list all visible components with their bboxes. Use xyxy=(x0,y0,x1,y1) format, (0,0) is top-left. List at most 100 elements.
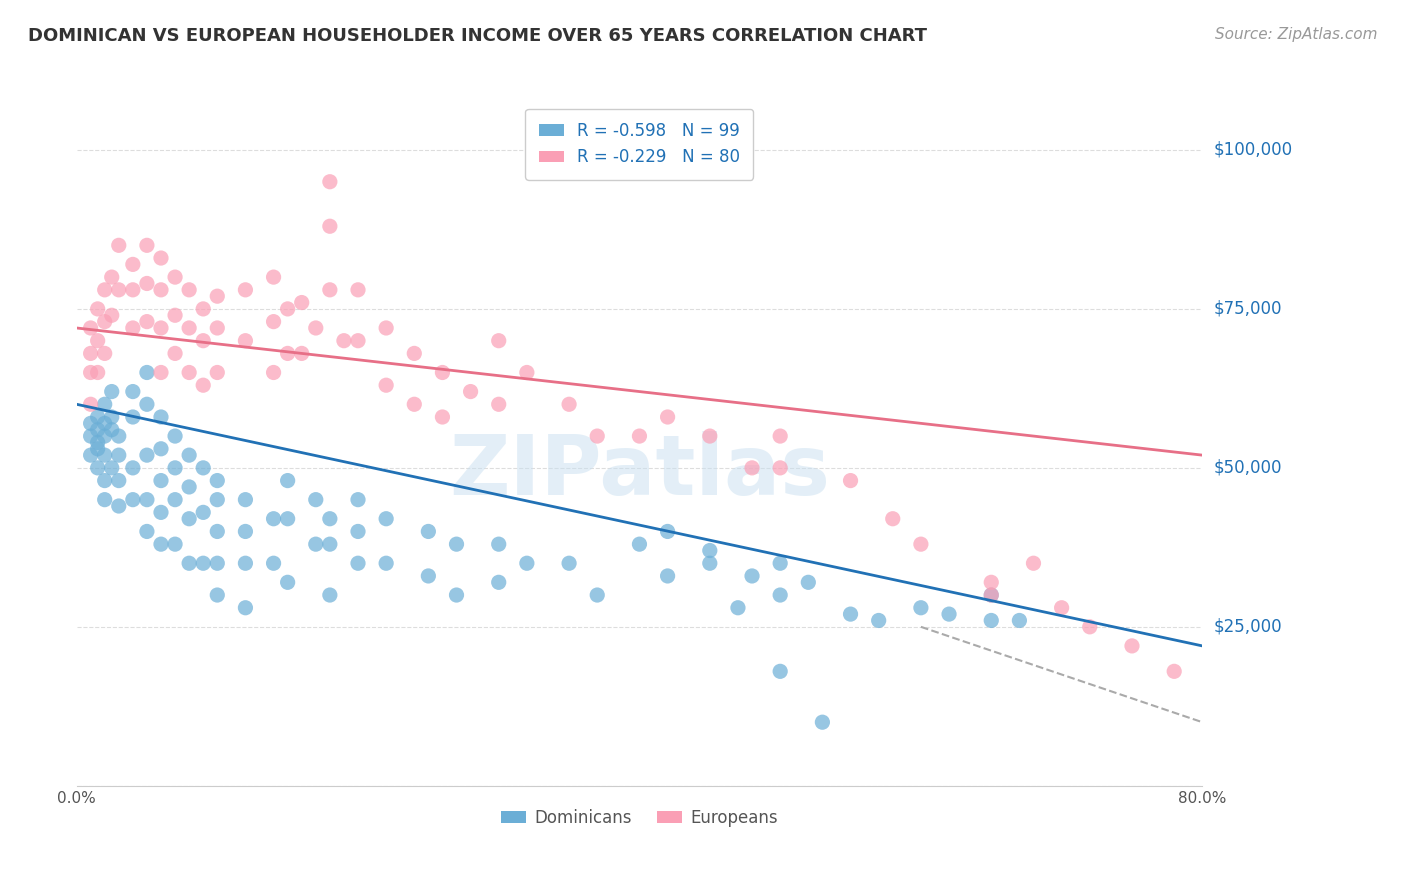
Point xyxy=(699,429,721,443)
Point xyxy=(235,524,257,539)
Point xyxy=(135,238,157,252)
Point xyxy=(179,448,201,462)
Point xyxy=(150,321,173,335)
Point xyxy=(375,321,398,335)
Point xyxy=(135,277,157,291)
Point xyxy=(375,378,398,392)
Point xyxy=(150,442,173,456)
Point xyxy=(432,366,454,380)
Point xyxy=(586,588,609,602)
Point xyxy=(263,556,285,570)
Point xyxy=(263,270,285,285)
Point xyxy=(107,429,129,443)
Point xyxy=(135,397,157,411)
Point xyxy=(235,334,257,348)
Text: $25,000: $25,000 xyxy=(1213,618,1282,636)
Point xyxy=(741,461,763,475)
Point xyxy=(418,569,440,583)
Point xyxy=(100,384,122,399)
Point xyxy=(86,409,108,424)
Point xyxy=(235,492,257,507)
Point xyxy=(586,429,609,443)
Point xyxy=(165,461,187,475)
Point xyxy=(179,321,201,335)
Point xyxy=(347,524,370,539)
Point xyxy=(100,423,122,437)
Point xyxy=(868,614,890,628)
Point xyxy=(418,524,440,539)
Point xyxy=(135,366,157,380)
Point xyxy=(347,334,370,348)
Point xyxy=(93,448,115,462)
Point xyxy=(235,600,257,615)
Point xyxy=(79,429,101,443)
Point xyxy=(207,588,229,602)
Point xyxy=(121,492,143,507)
Point xyxy=(165,537,187,551)
Point xyxy=(165,308,187,322)
Point xyxy=(488,575,510,590)
Point xyxy=(135,524,157,539)
Point xyxy=(121,384,143,399)
Point xyxy=(446,588,468,602)
Point xyxy=(207,366,229,380)
Point xyxy=(79,417,101,431)
Point xyxy=(107,238,129,252)
Point xyxy=(179,512,201,526)
Point xyxy=(193,301,215,316)
Point xyxy=(319,283,342,297)
Point xyxy=(305,492,328,507)
Text: ZIPatlas: ZIPatlas xyxy=(449,431,830,511)
Point xyxy=(980,588,1002,602)
Point xyxy=(488,537,510,551)
Point xyxy=(319,175,342,189)
Point xyxy=(769,665,792,679)
Text: DOMINICAN VS EUROPEAN HOUSEHOLDER INCOME OVER 65 YEARS CORRELATION CHART: DOMINICAN VS EUROPEAN HOUSEHOLDER INCOME… xyxy=(28,27,927,45)
Point xyxy=(938,607,960,621)
Point xyxy=(86,366,108,380)
Point xyxy=(432,409,454,424)
Point xyxy=(207,492,229,507)
Point xyxy=(93,474,115,488)
Point xyxy=(446,537,468,551)
Point xyxy=(93,283,115,297)
Point xyxy=(193,505,215,519)
Point xyxy=(107,448,129,462)
Point xyxy=(277,474,299,488)
Point xyxy=(657,409,679,424)
Point xyxy=(319,219,342,234)
Point xyxy=(305,321,328,335)
Point xyxy=(165,429,187,443)
Point xyxy=(657,524,679,539)
Text: Source: ZipAtlas.com: Source: ZipAtlas.com xyxy=(1215,27,1378,42)
Point xyxy=(404,346,426,360)
Point xyxy=(980,614,1002,628)
Point xyxy=(488,397,510,411)
Point xyxy=(347,283,370,297)
Point xyxy=(121,283,143,297)
Point xyxy=(179,556,201,570)
Point xyxy=(193,556,215,570)
Text: $50,000: $50,000 xyxy=(1213,458,1282,477)
Point xyxy=(86,435,108,450)
Point xyxy=(460,384,482,399)
Point xyxy=(235,556,257,570)
Point xyxy=(1078,620,1101,634)
Point xyxy=(277,575,299,590)
Point xyxy=(165,346,187,360)
Point xyxy=(910,537,932,551)
Point xyxy=(207,556,229,570)
Point xyxy=(107,283,129,297)
Point xyxy=(980,575,1002,590)
Point xyxy=(93,346,115,360)
Point xyxy=(769,461,792,475)
Point xyxy=(207,321,229,335)
Point xyxy=(769,588,792,602)
Point xyxy=(179,283,201,297)
Point xyxy=(628,537,651,551)
Point xyxy=(1163,665,1185,679)
Point xyxy=(86,301,108,316)
Point xyxy=(79,321,101,335)
Point xyxy=(291,346,314,360)
Point xyxy=(263,512,285,526)
